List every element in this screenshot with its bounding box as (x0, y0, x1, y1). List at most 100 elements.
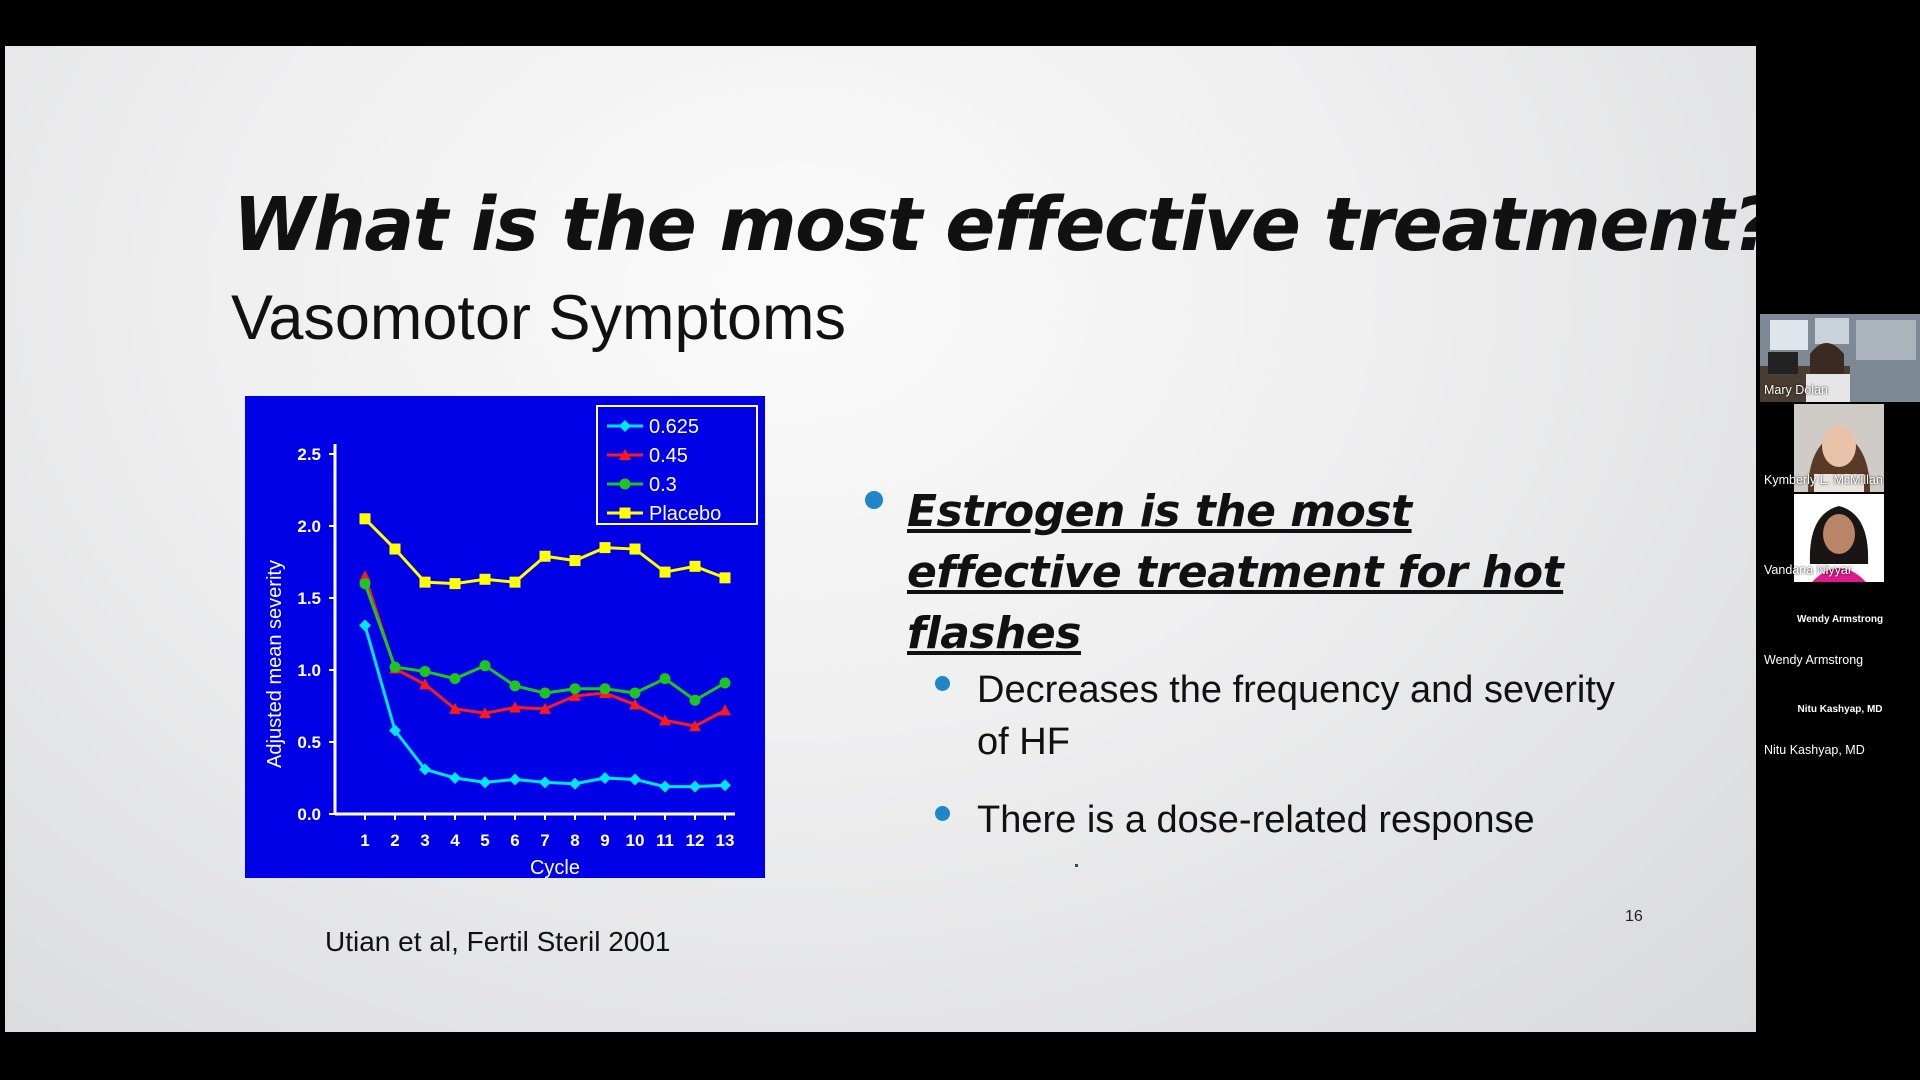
y-tick-label: 1.5 (297, 589, 321, 608)
data-point (419, 576, 431, 588)
x-tick-label: 9 (600, 831, 609, 850)
x-tick-label: 8 (570, 831, 579, 850)
sub-bullet-text: Decreases the frequency and severity of … (977, 669, 1615, 763)
participant-name: Mary Dolan (1764, 383, 1828, 397)
data-point (629, 698, 641, 710)
data-point (509, 773, 521, 786)
data-point (569, 689, 581, 701)
data-point (659, 566, 671, 578)
legend-label: 0.3 (649, 474, 677, 496)
x-tick-label: 11 (656, 831, 674, 850)
participant-name: Kymberly L. McMillan (1764, 473, 1883, 487)
sub-bullet: There is a dose-related response (935, 794, 1635, 846)
data-point (419, 763, 431, 776)
participant-tile[interactable]: Mary Dolan (1760, 314, 1920, 402)
legend-label: 0.625 (649, 416, 699, 438)
series-0-3 (359, 578, 731, 706)
main-bullet-text: Estrogen is the most effective treatment… (907, 486, 1564, 659)
presentation-slide: What is the most effective treatment? Va… (5, 46, 1756, 1032)
data-point (659, 714, 671, 726)
legend-item: Placebo (607, 503, 721, 525)
sub-bullet-text: There is a dose-related response (977, 799, 1535, 841)
data-point (719, 572, 731, 584)
data-point (599, 772, 611, 784)
legend-label: 0.45 (649, 445, 688, 467)
y-tick-label: 0.0 (297, 805, 321, 824)
participant-panel: Mary Dolan Kymberly L. McMillan Vandana … (1760, 314, 1920, 764)
data-point (599, 542, 611, 554)
data-point (359, 513, 371, 525)
x-tick-label: 2 (390, 831, 399, 850)
x-tick-label: 7 (540, 831, 549, 850)
participant-label: Nitu Kashyap, MD (1797, 704, 1883, 715)
slide-title: What is the most effective treatment? (233, 182, 1756, 268)
data-point (359, 619, 371, 632)
data-point (659, 673, 671, 685)
citation: Utian et al, Fertil Steril 2001 (325, 926, 671, 957)
data-point (449, 702, 461, 714)
legend-box (596, 405, 758, 525)
legend-item: 0.3 (607, 474, 677, 496)
legend-item: 0.45 (607, 445, 688, 467)
legend-marker (619, 478, 631, 490)
data-point (479, 573, 491, 585)
slide-page-number: 16 (1625, 908, 1643, 925)
data-point (689, 560, 701, 572)
participant-tile[interactable]: Kymberly L. McMillan (1760, 404, 1920, 492)
data-point (479, 707, 491, 719)
data-point (359, 578, 371, 590)
data-point (539, 776, 551, 789)
x-tick-label: 3 (420, 831, 429, 850)
series-0-625 (359, 619, 731, 793)
participant-name: Wendy Armstrong (1764, 653, 1864, 667)
data-point (539, 550, 551, 562)
slide-subtitle: Vasomotor Symptoms (231, 283, 847, 353)
x-tick-label: 1 (360, 831, 369, 850)
bullet-dot (935, 806, 950, 821)
data-point (599, 683, 611, 695)
participant-tile[interactable]: Nitu Kashyap, MD Nitu Kashyap, MD (1760, 674, 1920, 762)
y-tick-label: 0.5 (297, 733, 321, 752)
legend-item: 0.625 (607, 416, 699, 438)
participant-name: Nitu Kashyap, MD (1764, 743, 1865, 757)
data-point (689, 720, 701, 732)
avatar (1794, 494, 1884, 582)
x-tick-label: 4 (450, 831, 460, 850)
severity-line-chart: 0.00.51.01.52.02.51 2 3 4 5 6 7 8 9 10 11 12 13Cycle… (245, 396, 765, 878)
data-point (509, 576, 521, 588)
data-point (359, 570, 371, 582)
legend-marker (619, 507, 631, 519)
participant-name: Vandana Niyyar (1764, 563, 1853, 577)
x-axis-label: Cycle (530, 857, 580, 878)
participant-tile[interactable]: Vandana Niyyar (1760, 494, 1920, 582)
participant-tile[interactable]: Wendy Armstrong Wendy Armstrong (1760, 584, 1920, 672)
legend-marker (619, 449, 631, 460)
data-point (509, 680, 521, 692)
data-point (719, 779, 731, 792)
stray-dot (1075, 864, 1078, 867)
data-point (419, 678, 431, 690)
data-point (629, 773, 641, 786)
data-point (629, 687, 641, 699)
video-feed-office (1760, 314, 1920, 402)
sub-bullet: Decreases the frequency and severity of … (935, 664, 1635, 768)
data-point (569, 777, 581, 790)
participant-label: Wendy Armstrong (1796, 614, 1884, 625)
data-point (449, 578, 461, 590)
data-point (689, 694, 701, 706)
data-point (419, 665, 431, 677)
bullet-dot (865, 491, 883, 509)
data-point (689, 780, 701, 793)
data-point (719, 704, 731, 716)
x-tick-label: 6 (510, 831, 519, 850)
legend-marker (619, 420, 631, 432)
main-bullet: Estrogen is the most effective treatment… (865, 481, 1625, 664)
x-tick-label: 12 (686, 831, 705, 850)
x-tick-label: 5 (480, 831, 489, 850)
y-tick-label: 2.0 (297, 517, 321, 536)
x-tick-label: 10 (626, 831, 645, 850)
data-point (449, 673, 461, 685)
data-point (389, 724, 401, 737)
x-tick-label: 13 (716, 831, 735, 850)
data-point (449, 772, 461, 784)
